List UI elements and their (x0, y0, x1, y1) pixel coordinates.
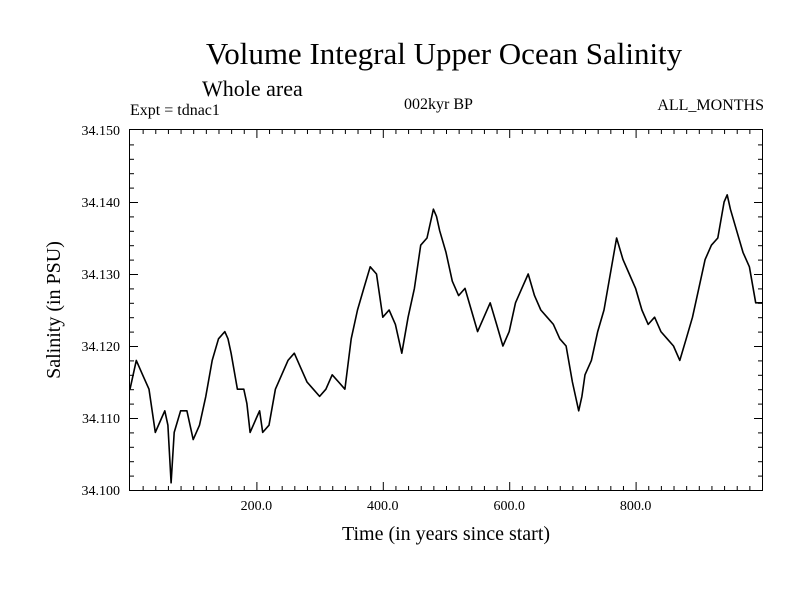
y-tick-label: 34.110 (82, 412, 120, 427)
salinity-series-line (129, 194, 762, 484)
plot-frame (129, 129, 763, 491)
months-label: ALL_MONTHS (657, 97, 764, 114)
y-axis-title: Salinity (in PSU) (43, 241, 65, 379)
x-axis-title: Time (in years since start) (342, 523, 550, 545)
y-tick-label: 34.140 (82, 196, 121, 211)
experiment-label: Expt = tdnac1 (130, 102, 220, 119)
y-tick-label: 34.130 (82, 268, 121, 283)
x-tick-label: 400.0 (367, 499, 399, 514)
y-tick-label: 34.120 (82, 340, 121, 355)
period-label: 002kyr BP (404, 96, 473, 113)
y-tick-label: 34.100 (82, 484, 121, 499)
chart-subtitle: Whole area (202, 76, 303, 101)
y-tick-label: 34.150 (82, 124, 121, 139)
x-tick-label: 600.0 (493, 499, 525, 514)
x-tick-label: 200.0 (241, 499, 273, 514)
chart-title: Volume Integral Upper Ocean Salinity (205, 36, 683, 71)
x-tick-label: 800.0 (620, 499, 652, 514)
